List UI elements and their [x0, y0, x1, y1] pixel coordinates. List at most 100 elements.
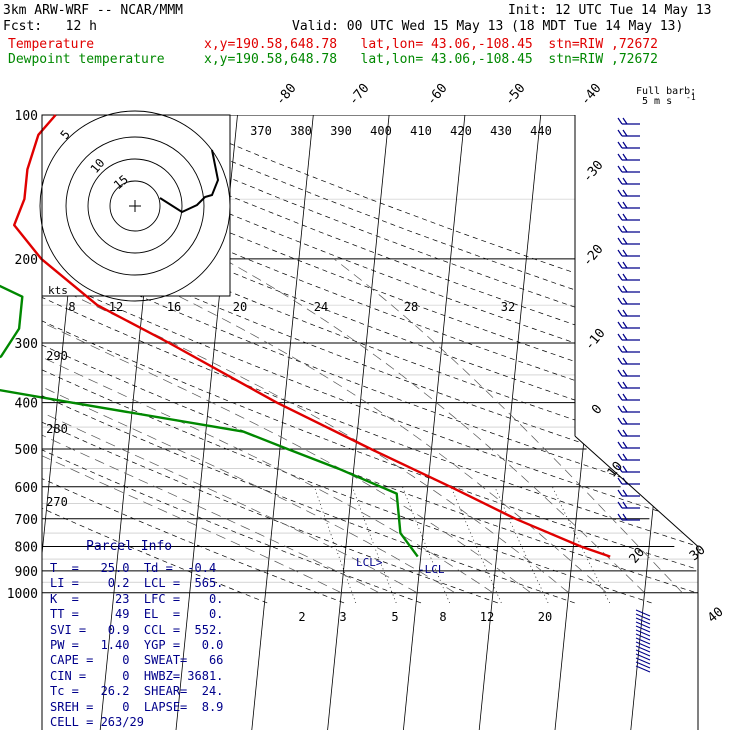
hodograph-speed-tick: 12 [109, 300, 123, 314]
wind-barb [617, 453, 640, 461]
isotherm-label-top: -70 [346, 81, 373, 109]
wind-barb [635, 653, 651, 661]
theta-label-top: 380 [290, 124, 312, 138]
theta-label-top: 410 [410, 124, 432, 138]
wind-barb [617, 261, 640, 269]
theta-label-top: 370 [250, 124, 272, 138]
pressure-tick-label: 100 [15, 109, 38, 124]
dry-adiabat-line [42, 115, 698, 604]
model-title: 3km ARW-WRF -- NCAR/MMM [3, 3, 184, 18]
wind-barb [617, 165, 640, 173]
theta-label-top: 430 [490, 124, 512, 138]
valid-time: Valid: 00 UTC Wed 15 May 13 (18 MDT Tue … [292, 19, 684, 34]
wind-barb [635, 633, 651, 641]
isotherm-line [630, 115, 693, 730]
parcel-info-panel: Parcel Info T = 25.0 Td = -0.4 LI = 0.2 L… [42, 537, 232, 730]
hodograph-ring [109, 180, 161, 232]
wind-barb [635, 641, 651, 649]
isotherm-label-right: -30 [580, 158, 607, 186]
wind-barb [617, 153, 640, 161]
isotherm-line [707, 115, 740, 730]
isotherm-label-right: -20 [580, 242, 607, 270]
isotherm-label-top: -40 [578, 81, 605, 109]
wind-barb [617, 309, 640, 317]
pressure-tick-label: 600 [15, 481, 38, 496]
wind-barb [635, 637, 651, 645]
hodograph-speed-tick: 20 [233, 300, 247, 314]
theta-label-top: 440 [530, 124, 552, 138]
wind-barb [617, 321, 640, 329]
wind-barb [617, 177, 640, 185]
hodograph-trace [159, 149, 220, 214]
theta-label-left: 290 [46, 349, 68, 363]
isotherm-label-right: -10 [582, 326, 609, 354]
dewpoint-legend-label: Dewpoint temperature [8, 52, 165, 67]
wind-barb [617, 417, 640, 425]
wind-barb [617, 441, 640, 449]
mixing-ratio-line [351, 486, 397, 604]
wind-barbs [617, 117, 651, 673]
hodograph-speed-tick: 8 [68, 300, 75, 314]
dry-adiabat-line [42, 115, 698, 604]
wind-barb [617, 333, 640, 341]
wind-barb [635, 649, 651, 657]
pressure-tick-label: 800 [15, 540, 38, 555]
wind-barb [617, 117, 640, 125]
parcel-info-row: CAPE = 0 SWEAT= 66 [50, 653, 224, 668]
wind-barb [617, 381, 640, 389]
barb-legend: Full barb: 5 m s -1 [636, 86, 696, 107]
dry-adiabat-line [42, 115, 698, 604]
mixing-ratio-label: 5 [391, 610, 398, 624]
pressure-tick-label: 1000 [7, 587, 38, 602]
wind-barb [617, 213, 640, 221]
parcel-info-row: LI = 0.2 LCL = 565. [50, 576, 224, 591]
forecast-hour: Fcst: 12 h [3, 19, 97, 34]
isotherm-label-right: 30 [687, 543, 709, 565]
isotherm-label-top: -80 [273, 81, 300, 109]
parcel-info-row: PW = 1.40 YGP = 0.0 [50, 638, 224, 652]
parcel-info-row: K = 23 LFC = 0. [50, 591, 224, 606]
dry-adiabat-line [42, 115, 698, 604]
parcel-info-row: TT = 49 EL = 0. [50, 607, 224, 622]
parcel-info-row: T = 25.0 Td = -0.4 [50, 561, 217, 575]
right-axis-diagonal [574, 435, 699, 547]
pressure-tick-label: 500 [15, 443, 38, 458]
mixing-ratio-label: 20 [538, 610, 552, 624]
parcel-info-title: Parcel Info [86, 539, 173, 554]
dry-adiabat-line [42, 115, 698, 604]
wind-barb [617, 501, 640, 509]
hodograph-speed-axis-label: kts [48, 284, 68, 297]
hodograph-ring [65, 136, 205, 276]
dry-adiabat-line [42, 115, 345, 604]
wind-barb [617, 285, 640, 293]
hodograph-speed-tick: 32 [501, 300, 515, 314]
moist-adiabat-line [42, 258, 456, 594]
isotherm-line [478, 115, 542, 730]
dry-adiabat-line [42, 115, 652, 604]
mixing-ratio-line [494, 486, 549, 604]
wind-barb [617, 201, 640, 209]
wind-barb [617, 249, 640, 257]
moist-adiabat-line [42, 258, 532, 594]
barb-legend-sup: -1 [686, 93, 696, 102]
mixing-ratio-label: 3 [339, 610, 346, 624]
parcel-info-row: SREH = 0 LAPSE= 8.9 [50, 699, 224, 714]
isotherm-label-top: -60 [424, 81, 451, 109]
dry-adiabat-line [42, 115, 698, 604]
init-time: Init: 12 UTC Tue 14 May 13 [508, 3, 712, 18]
isotherm-label-right: 20 [627, 545, 649, 567]
barb-legend-line2: 5 m s [642, 96, 672, 107]
wind-barb [617, 489, 640, 497]
wind-barb [635, 645, 651, 653]
wind-barb [635, 613, 651, 621]
moist-adiabat-line [42, 258, 380, 594]
temperature-location: x,y=190.58,648.78 lat,lon= 43.06,-108.45… [204, 37, 658, 52]
hodograph-speed-tick: 24 [314, 300, 328, 314]
mixing-ratio-label: 8 [439, 610, 446, 624]
mixing-ratio-label: 2 [298, 610, 305, 624]
hodograph-ring [39, 110, 231, 302]
moist-adiabat-line [333, 258, 683, 594]
wind-barb [617, 357, 640, 365]
